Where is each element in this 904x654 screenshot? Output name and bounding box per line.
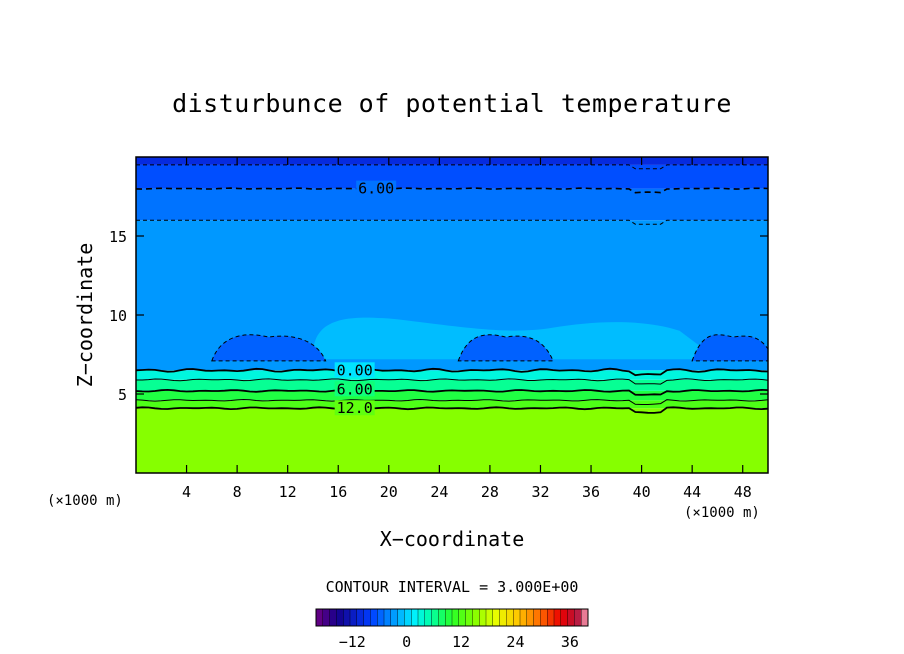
colorbar-swatch [465,608,473,627]
contour-line [136,219,768,225]
colorbar-swatch [567,608,575,627]
colorbar-swatch [479,608,487,627]
x-tick-label: 20 [380,483,398,501]
x-tick-label: 4 [182,483,191,501]
chart-title: disturbunce of potential temperature [172,89,732,118]
contour-band [136,390,768,401]
contour-line [136,187,768,194]
x-axis-label: X−coordinate [380,527,525,551]
contour-label: 0.00 [337,361,373,379]
colorbar-swatch [356,608,365,627]
colorbar-swatch [547,608,555,627]
contour-band [136,164,768,189]
y-axis-label: Z−coordinate [73,243,97,388]
colorbar-tick-label: 12 [452,633,470,651]
colorbar-tick-label: −12 [339,633,366,651]
x-tick-label: 16 [329,483,347,501]
contour-band [136,157,768,165]
x-tick-label: 8 [233,483,242,501]
contour-interval-label: CONTOUR INTERVAL = 3.000E+00 [326,578,579,596]
colorbar-swatch [315,608,324,627]
contour-line [136,164,768,170]
colorbar-swatch [472,608,480,627]
colorbar-swatch [336,608,344,627]
contour-label-background [334,362,375,378]
plot-area [136,157,768,473]
colorbar-swatch [383,608,392,627]
contour-line [136,406,768,414]
x-tick-label: 40 [633,483,651,501]
colorbar-swatch [485,608,494,627]
colorbar-swatch [322,608,331,627]
colorbar-swatch [377,608,385,627]
colorbar-swatch [506,608,514,627]
x-unit-right: (×1000 m) [684,505,760,521]
contour-band [136,408,768,473]
contour-line [136,398,768,405]
colorbar-tick-label: 24 [506,633,524,651]
colorbar-swatch [560,608,569,627]
colorbar-swatch [533,608,541,627]
y-tick-label: 10 [109,307,127,325]
contour-line [136,388,768,396]
colorbar-frame [315,608,589,627]
contour-label: 12.0 [337,399,373,417]
contour-band [136,370,768,380]
contour-band [136,379,768,391]
colorbar-tick-label: 36 [561,633,579,651]
colorbar-swatch [417,608,426,627]
contour-line [136,367,768,377]
negative-anomaly-region [691,334,768,362]
x-tick-label: 28 [481,483,499,501]
contour-band [136,400,768,409]
x-tick-label: 48 [734,483,752,501]
y-tick-label: 5 [118,386,127,404]
colorbar-swatch [540,608,548,627]
colorbar-swatch [424,608,433,627]
colorbar-swatch [519,608,528,627]
colorbar-swatch [458,608,467,627]
colorbar-swatch [581,608,589,627]
negative-anomaly-region [211,334,327,362]
contour-label: 6.00 [358,180,394,198]
colorbar-swatch [513,608,521,627]
negative-anomaly-region [457,334,554,362]
x-tick-label: 44 [683,483,701,501]
x-tick-label: 12 [279,483,297,501]
colorbar-tick-label: 0 [402,633,411,651]
contour-label-background [356,180,397,196]
colorbar-swatch [492,608,501,627]
colorbar-swatch [431,608,439,627]
colorbar: −12 0 12 24 36 [315,608,589,651]
colorbar-swatch [451,608,460,627]
y-tick-label: 15 [109,228,127,246]
colorbar-swatch [370,608,378,627]
colorbar-swatch [397,608,405,627]
colorbar-swatch [411,608,419,627]
colorbar-swatch [329,608,337,627]
contour-label-background [334,381,375,397]
contour-line [136,378,768,385]
colorbar-swatch [390,608,399,627]
colorbar-swatch [438,608,446,627]
colorbar-swatch [574,608,582,627]
contour-label-background [334,400,375,416]
x-tick-label: 24 [430,483,448,501]
x-unit-left: (×1000 m) [47,493,123,509]
colorbar-swatch [445,608,453,627]
colorbar-swatch [499,608,507,627]
contour-band [136,188,768,221]
colorbar-swatch [526,608,535,627]
colorbar-swatch [343,608,351,627]
x-tick-label: 36 [582,483,600,501]
colorbar-swatch [553,608,562,627]
colorbar-swatch [349,608,358,627]
contour-label: 6.00 [337,380,373,398]
x-tick-label: 32 [531,483,549,501]
colorbar-swatch [363,608,371,627]
colorbar-swatch [404,608,412,627]
